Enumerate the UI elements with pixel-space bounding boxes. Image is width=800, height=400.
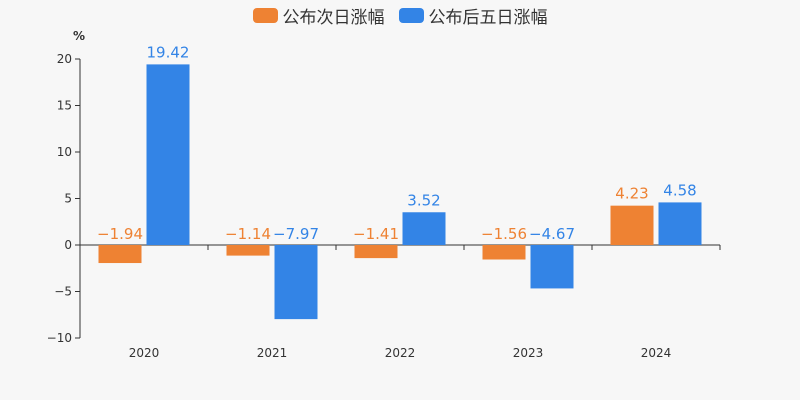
bar-five-day bbox=[658, 202, 702, 245]
y-tick-label: 15 bbox=[57, 99, 72, 113]
data-label: 4.58 bbox=[663, 181, 696, 199]
bar-next-day bbox=[354, 245, 398, 259]
legend-item-next-day[interactable]: 公布次日涨幅 bbox=[252, 3, 385, 28]
x-tick-label: 2023 bbox=[513, 346, 544, 360]
data-label: −4.67 bbox=[529, 225, 575, 243]
bar-next-day bbox=[610, 205, 654, 245]
data-label: 19.42 bbox=[147, 43, 190, 61]
y-tick-label: 20 bbox=[57, 52, 72, 66]
data-label: 3.52 bbox=[407, 191, 440, 209]
bar-next-day bbox=[98, 245, 142, 264]
x-tick-label: 2020 bbox=[129, 346, 160, 360]
data-label: −1.14 bbox=[225, 225, 271, 243]
y-tick-label: −5 bbox=[54, 285, 72, 299]
legend: 公布次日涨幅 公布后五日涨幅 bbox=[0, 3, 800, 28]
y-tick-label: −10 bbox=[47, 331, 72, 345]
legend-item-five-day[interactable]: 公布后五日涨幅 bbox=[398, 3, 548, 28]
bar-five-day bbox=[530, 245, 574, 289]
x-tick-label: 2024 bbox=[641, 346, 672, 360]
data-label: −1.94 bbox=[97, 225, 143, 243]
legend-label-five-day: 公布后五日涨幅 bbox=[428, 8, 548, 28]
legend-label-next-day: 公布次日涨幅 bbox=[282, 8, 385, 28]
legend-swatch-next-day bbox=[252, 8, 278, 23]
y-tick-label: 0 bbox=[64, 238, 72, 252]
y-axis-unit: % bbox=[73, 29, 86, 43]
data-label: −7.97 bbox=[273, 225, 319, 243]
x-tick-label: 2021 bbox=[257, 346, 288, 360]
y-tick-label: 10 bbox=[57, 145, 72, 159]
bar-next-day bbox=[226, 245, 270, 256]
data-label: 4.23 bbox=[615, 185, 648, 203]
y-tick-label: 5 bbox=[64, 192, 72, 206]
x-tick-label: 2022 bbox=[385, 346, 416, 360]
data-label: −1.41 bbox=[353, 225, 399, 243]
bar-five-day bbox=[274, 245, 318, 320]
legend-swatch-five-day bbox=[398, 8, 424, 23]
bar-five-day bbox=[402, 212, 446, 245]
bar-next-day bbox=[482, 245, 526, 260]
bar-five-day bbox=[146, 64, 190, 245]
data-label: −1.56 bbox=[481, 225, 527, 243]
